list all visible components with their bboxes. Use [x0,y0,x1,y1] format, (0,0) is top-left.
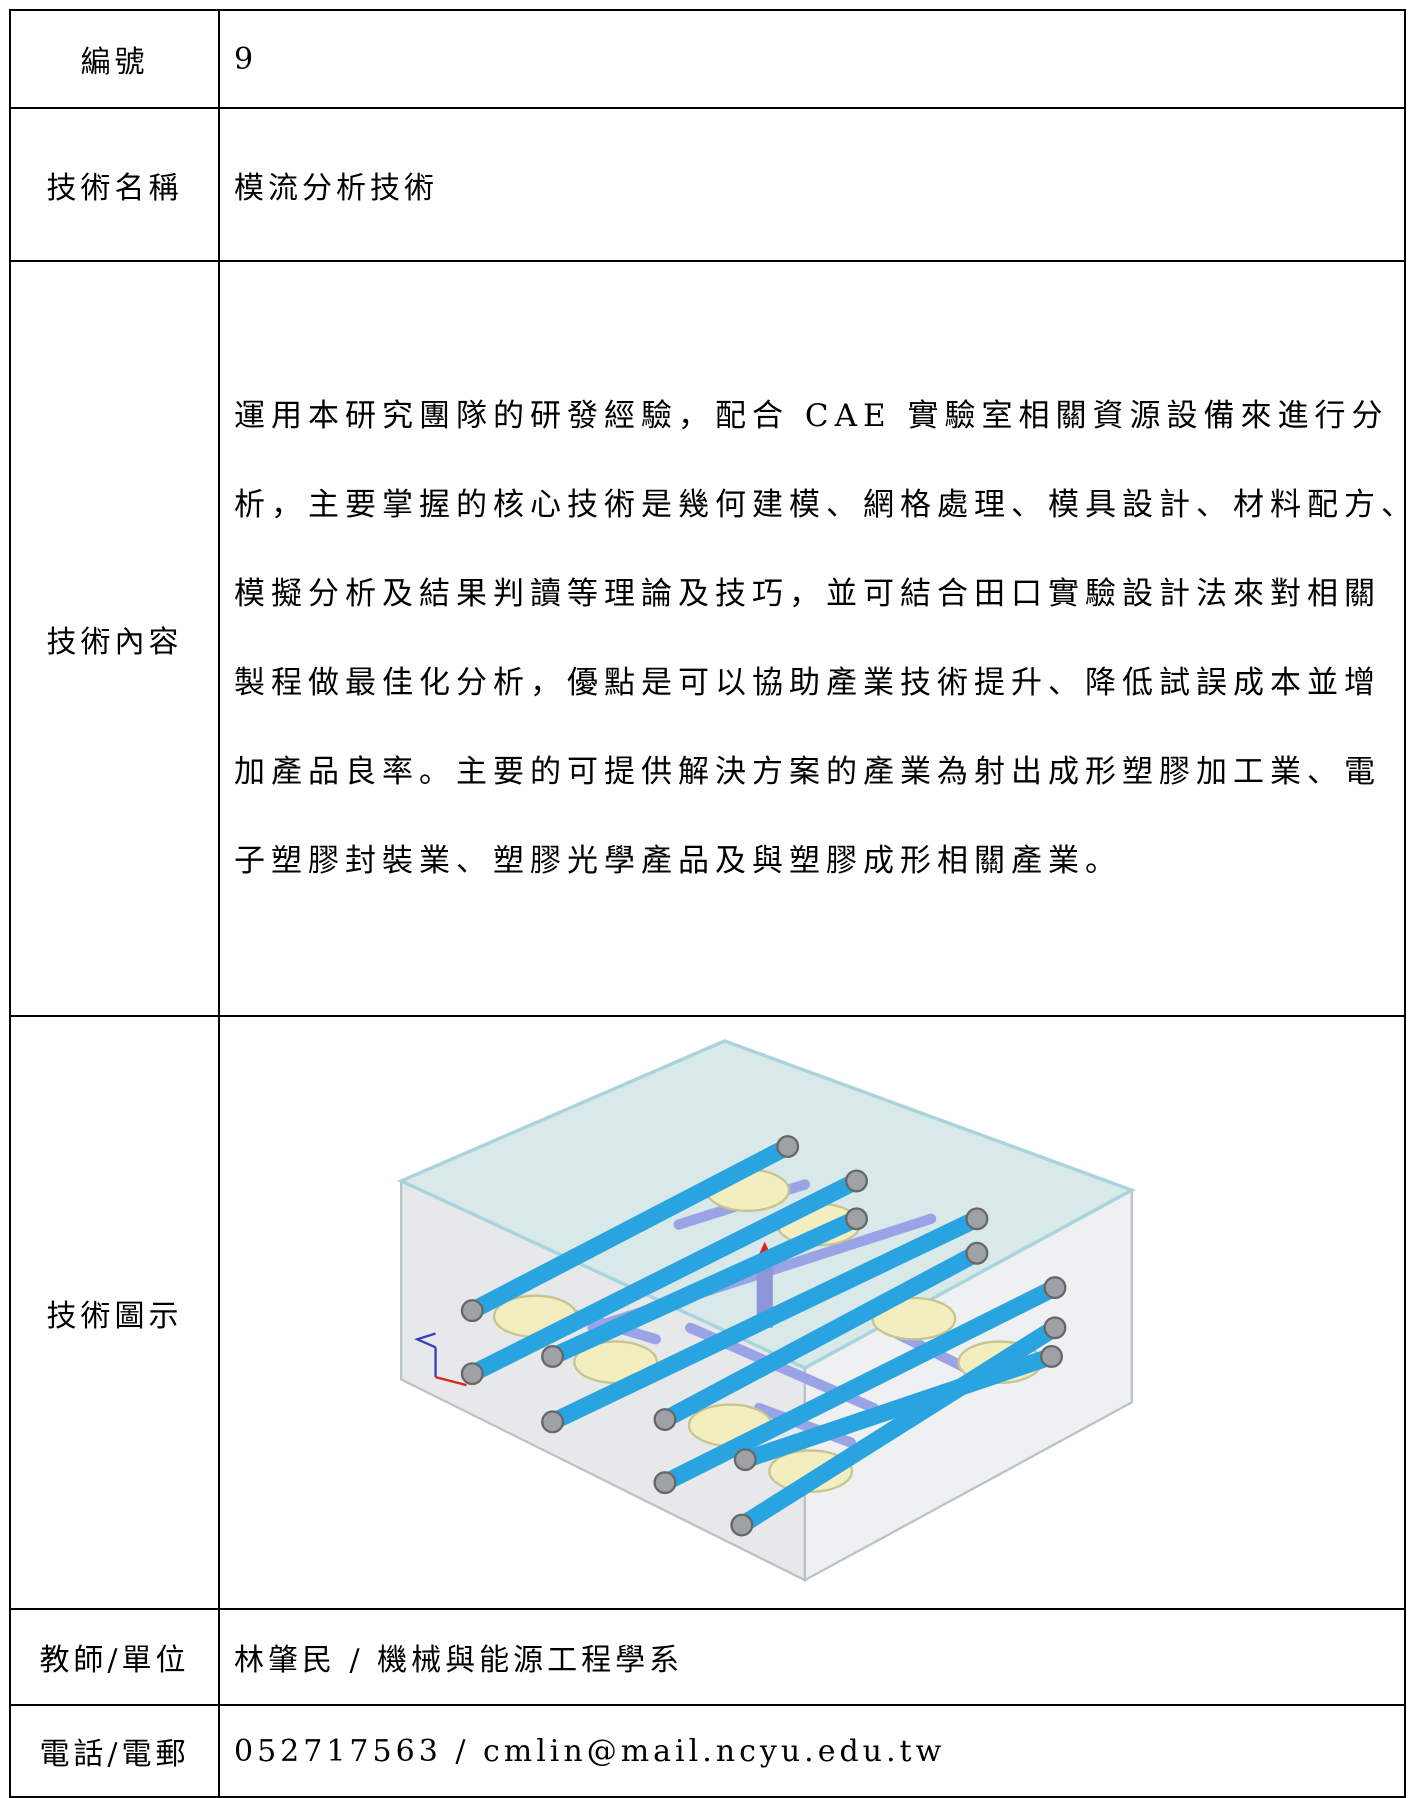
illustration [396,1039,1136,1583]
paragraph-line: 製程做最佳化分析，優點是可以協助產業技術提升、降低試誤成本並增 [234,664,1381,701]
label: 編號 [9,9,220,109]
value: 林肇民 / 機械與能源工程學系 [218,1608,1406,1706]
value: 052717563 / cmlin@mail.ncyu.edu.tw [218,1704,1406,1798]
row: 電話/電郵 052717563 / cmlin@mail.ncyu.edu.tw [9,1704,1406,1798]
info-table: 編號 9 技術名稱 模流分析技術 技術內容 運用本研究團隊的研發經驗，配合 CA… [9,9,1413,1798]
row: 技術圖示 [9,1015,1406,1610]
value: 模流分析技術 [218,107,1406,262]
row: 編號 9 [9,9,1406,109]
row: 技術名稱 模流分析技術 [9,107,1406,262]
row: 技術內容 運用本研究團隊的研發經驗，配合 CAE 實驗室相關資源設備來進行分 析，… [9,260,1413,1017]
mold-illustration [396,1039,1136,1583]
paragraph-line: 模擬分析及結果判讀等理論及技巧，並可結合田口實驗設計法來對相關 [234,575,1381,612]
label: 技術名稱 [9,107,220,262]
paragraph-line: 運用本研究團隊的研發經驗，配合 CAE 實驗室相關資源設備來進行分 [234,397,1389,434]
paragraph-line: 子塑膠封裝業、塑膠光學產品及與塑膠成形相關產業。 [234,842,1122,879]
figure-cell [218,1015,1406,1610]
label: 技術內容 [9,260,220,1017]
paragraph-line: 析，主要掌握的核心技術是幾何建模、網格處理、模具設計、材料配方、 [234,486,1413,523]
value: 9 [218,9,1406,109]
paragraph-line: 加產品良率。主要的可提供解決方案的產業為射出成形塑膠加工業、電 [234,753,1381,790]
label: 教師/單位 [9,1608,220,1706]
label: 技術圖示 [9,1015,220,1610]
paragraph: 運用本研究團隊的研發經驗，配合 CAE 實驗室相關資源設備來進行分 析，主要掌握的… [218,260,1413,1017]
row: 教師/單位 林肇民 / 機械與能源工程學系 [9,1608,1406,1706]
label: 電話/電郵 [9,1704,220,1798]
